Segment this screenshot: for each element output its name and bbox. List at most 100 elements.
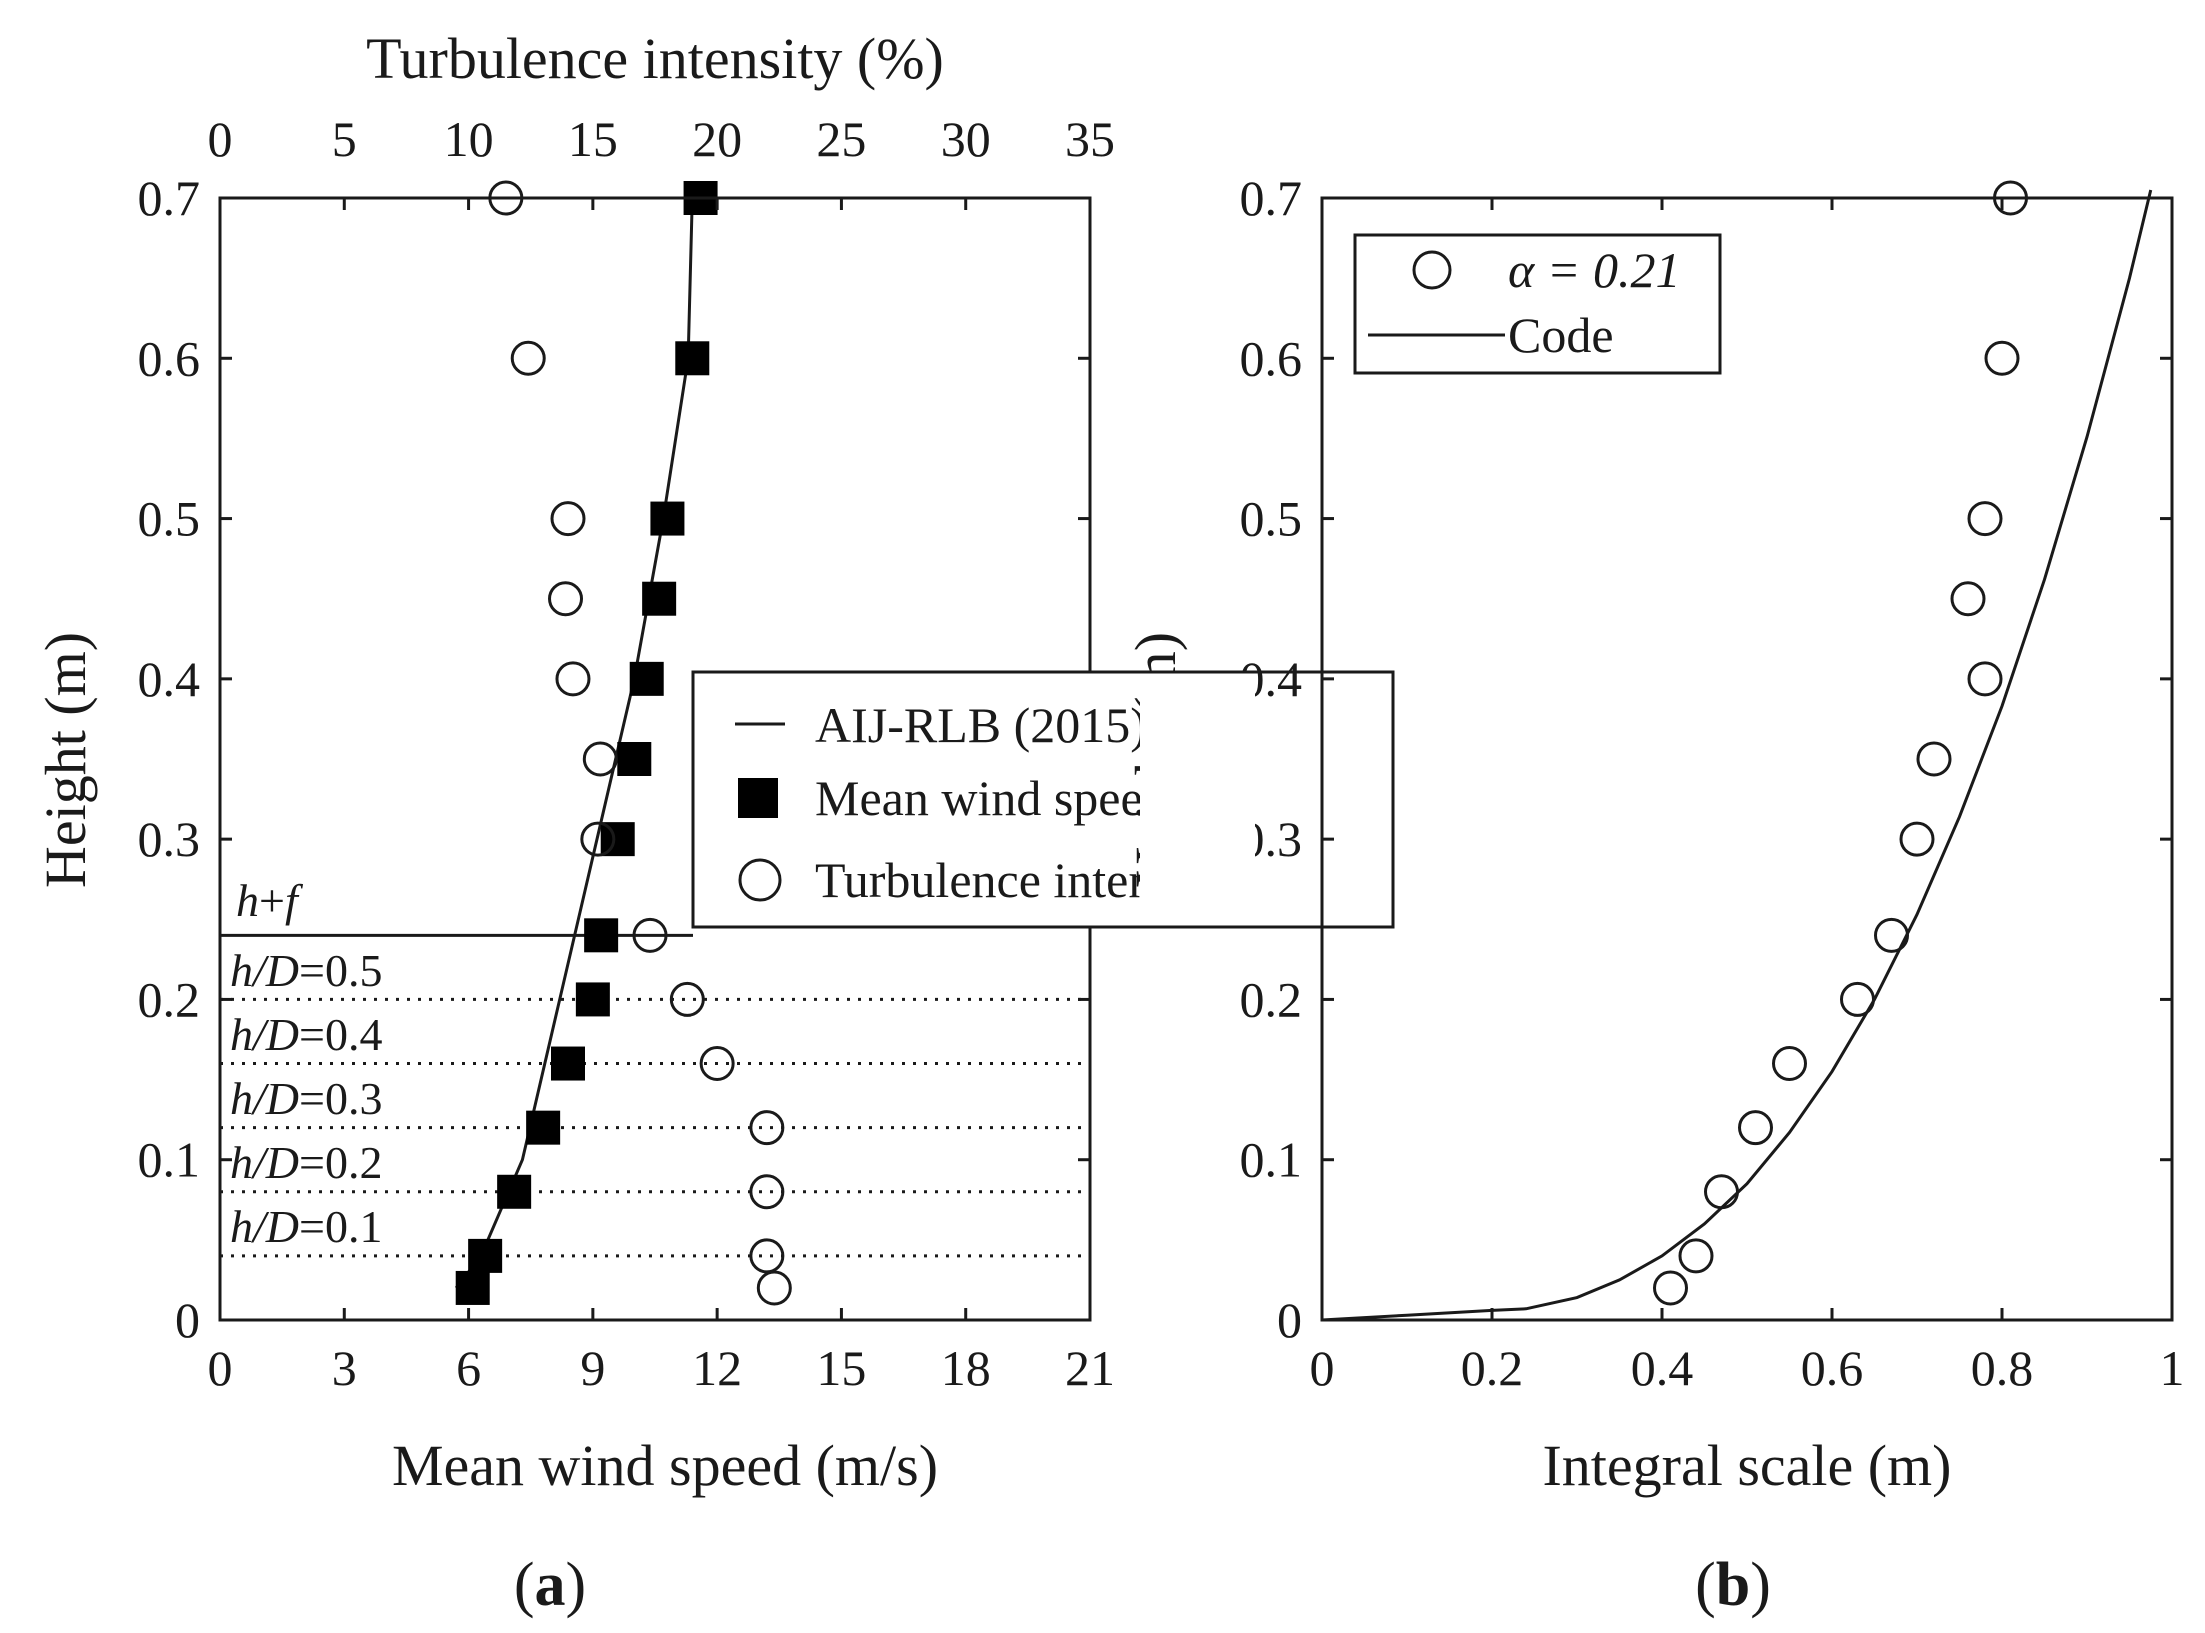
legend-b-entry-code: Code [1508, 307, 1614, 363]
turbulence-point [510, 340, 546, 376]
b-xtick-label: 0.8 [1971, 1340, 2034, 1396]
a-top-xtick-label: 15 [568, 111, 618, 167]
alpha-point [1678, 1238, 1714, 1274]
alpha-point [1984, 340, 2020, 376]
mean-wind-point [629, 661, 664, 696]
b-ytick-label: 0.1 [1240, 1132, 1303, 1188]
a-xtick-label: 6 [456, 1340, 481, 1396]
alpha-point [1840, 981, 1875, 1017]
mean-wind-point [600, 822, 635, 857]
mean-wind-point [584, 918, 619, 953]
a-ytick-label: 0.3 [138, 811, 201, 867]
a-xtick-label: 3 [332, 1340, 357, 1396]
mean-wind-point [617, 742, 652, 776]
ref-label-hd-04: h/D=0.4 [230, 1009, 382, 1060]
a-xtick-label: 18 [941, 1340, 991, 1396]
a-xtick-label: 12 [692, 1340, 742, 1396]
turbulence-point [580, 821, 616, 857]
alpha-point [1916, 741, 1952, 777]
turbulence-point [669, 981, 705, 1017]
turbulence-point [632, 917, 668, 953]
a-top-xtick-label: 0 [208, 111, 233, 167]
b-ytick-label: 0.7 [1240, 170, 1303, 226]
mean-wind-point [497, 1174, 532, 1209]
mean-wind-point [468, 1238, 503, 1273]
legend-a-overlap-mask [1140, 672, 1255, 927]
panel-b-x-label: Integral scale (m) [1542, 1433, 1951, 1498]
code-line [1321, 189, 2153, 1322]
legend-a-box [691, 670, 1395, 929]
alpha-point [1653, 1270, 1688, 1306]
a-top-xtick-label: 25 [816, 111, 866, 167]
legend-b-entry-alpha: α = 0.21 [1508, 242, 1681, 298]
a-ytick-label: 0.6 [138, 330, 201, 386]
turbulence-point [756, 1270, 792, 1306]
alpha-point [1899, 821, 1935, 857]
legend-a-entry-aij: AIJ-RLB (2015) [815, 697, 1147, 753]
alpha-point [1967, 661, 2003, 697]
turbulence-point [749, 1110, 785, 1146]
turbulence-point [749, 1238, 785, 1274]
b-xtick-label: 0.2 [1461, 1340, 1524, 1396]
alpha-point [1967, 501, 2003, 537]
panel-b-plot-frame [1320, 196, 2174, 1322]
turbulence-point [749, 1174, 785, 1210]
a-top-xtick-label: 5 [332, 111, 357, 167]
legend-a-circle-swatch [738, 858, 782, 902]
alpha-point [1704, 1174, 1739, 1210]
mean-wind-point [455, 1270, 490, 1305]
alpha-point [1874, 917, 1909, 953]
b-ytick-label: 0 [1277, 1292, 1302, 1348]
b-ytick-label: 0.6 [1240, 330, 1303, 386]
turbulence-point [550, 501, 586, 537]
mean-wind-point [526, 1110, 561, 1145]
ref-label-hd-05: h/D=0.5 [230, 945, 382, 996]
panel-a-top-x-label: Turbulence intensity (%) [366, 26, 944, 91]
b-xtick-label: 0 [1310, 1340, 1335, 1396]
alpha-point [1772, 1046, 1807, 1082]
a-top-xtick-label: 30 [941, 111, 991, 167]
legend-b-box [1353, 233, 1722, 375]
panel-a-series [454, 180, 792, 1306]
a-xtick-label: 9 [580, 1340, 605, 1396]
mean-wind-point [675, 341, 710, 376]
alpha-point [1738, 1110, 1773, 1146]
a-ytick-label: 0.2 [138, 971, 201, 1027]
panel-a-ticks: 0 3 6 9 12 15 18 21 0 5 10 15 20 25 30 35 0 0.1 0.2 0.3 0.4 0… [138, 111, 1116, 1396]
panel-a-legend: AIJ-RLB (2015) Mean wind speed Turbulenc… [691, 670, 1395, 929]
mean-wind-point [575, 982, 610, 1017]
a-ytick-label: 0.4 [138, 651, 201, 707]
panel-a-label: (a) [514, 1551, 586, 1619]
ref-label-hd-02: h/D=0.2 [230, 1137, 382, 1188]
aij-rlb-line [454, 197, 694, 1289]
ref-label-hd-01: h/D=0.1 [230, 1201, 382, 1252]
panel-b-legend: α = 0.21 Code [1353, 233, 1722, 375]
turbulence-point [699, 1046, 735, 1082]
mean-wind-point [642, 581, 677, 616]
a-ytick-label: 0 [175, 1292, 200, 1348]
a-xtick-label: 15 [816, 1340, 866, 1396]
b-ytick-label: 0.5 [1240, 491, 1303, 547]
mean-wind-point [551, 1046, 585, 1081]
mean-wind-point [650, 501, 685, 536]
a-ytick-label: 0.1 [138, 1132, 201, 1188]
alpha-point [1950, 581, 1986, 617]
a-top-xtick-label: 20 [692, 111, 742, 167]
b-xtick-label: 0.4 [1631, 1340, 1694, 1396]
a-ytick-label: 0.5 [138, 491, 201, 547]
panel-a: 0 3 6 9 12 15 18 21 0 5 10 15 20 25 30 35 0 0.1 0.2 0.3 0.4 0… [33, 26, 1395, 1619]
a-xtick-label: 0 [208, 1340, 233, 1396]
a-ytick-label: 0.7 [138, 170, 201, 226]
b-xtick-label: 1 [2160, 1340, 2185, 1396]
legend-b-circle-swatch [1412, 250, 1452, 290]
a-top-xtick-label: 35 [1065, 111, 1115, 167]
ref-label-hd-03: h/D=0.3 [230, 1073, 382, 1124]
legend-a-square-swatch [738, 778, 778, 818]
panel-a-y-label: Height (m) [33, 632, 98, 888]
turbulence-point [555, 661, 591, 697]
b-ytick-label: 0.2 [1240, 971, 1303, 1027]
turbulence-point [548, 581, 584, 617]
ref-label-h-plus-f: h+f [236, 875, 304, 926]
